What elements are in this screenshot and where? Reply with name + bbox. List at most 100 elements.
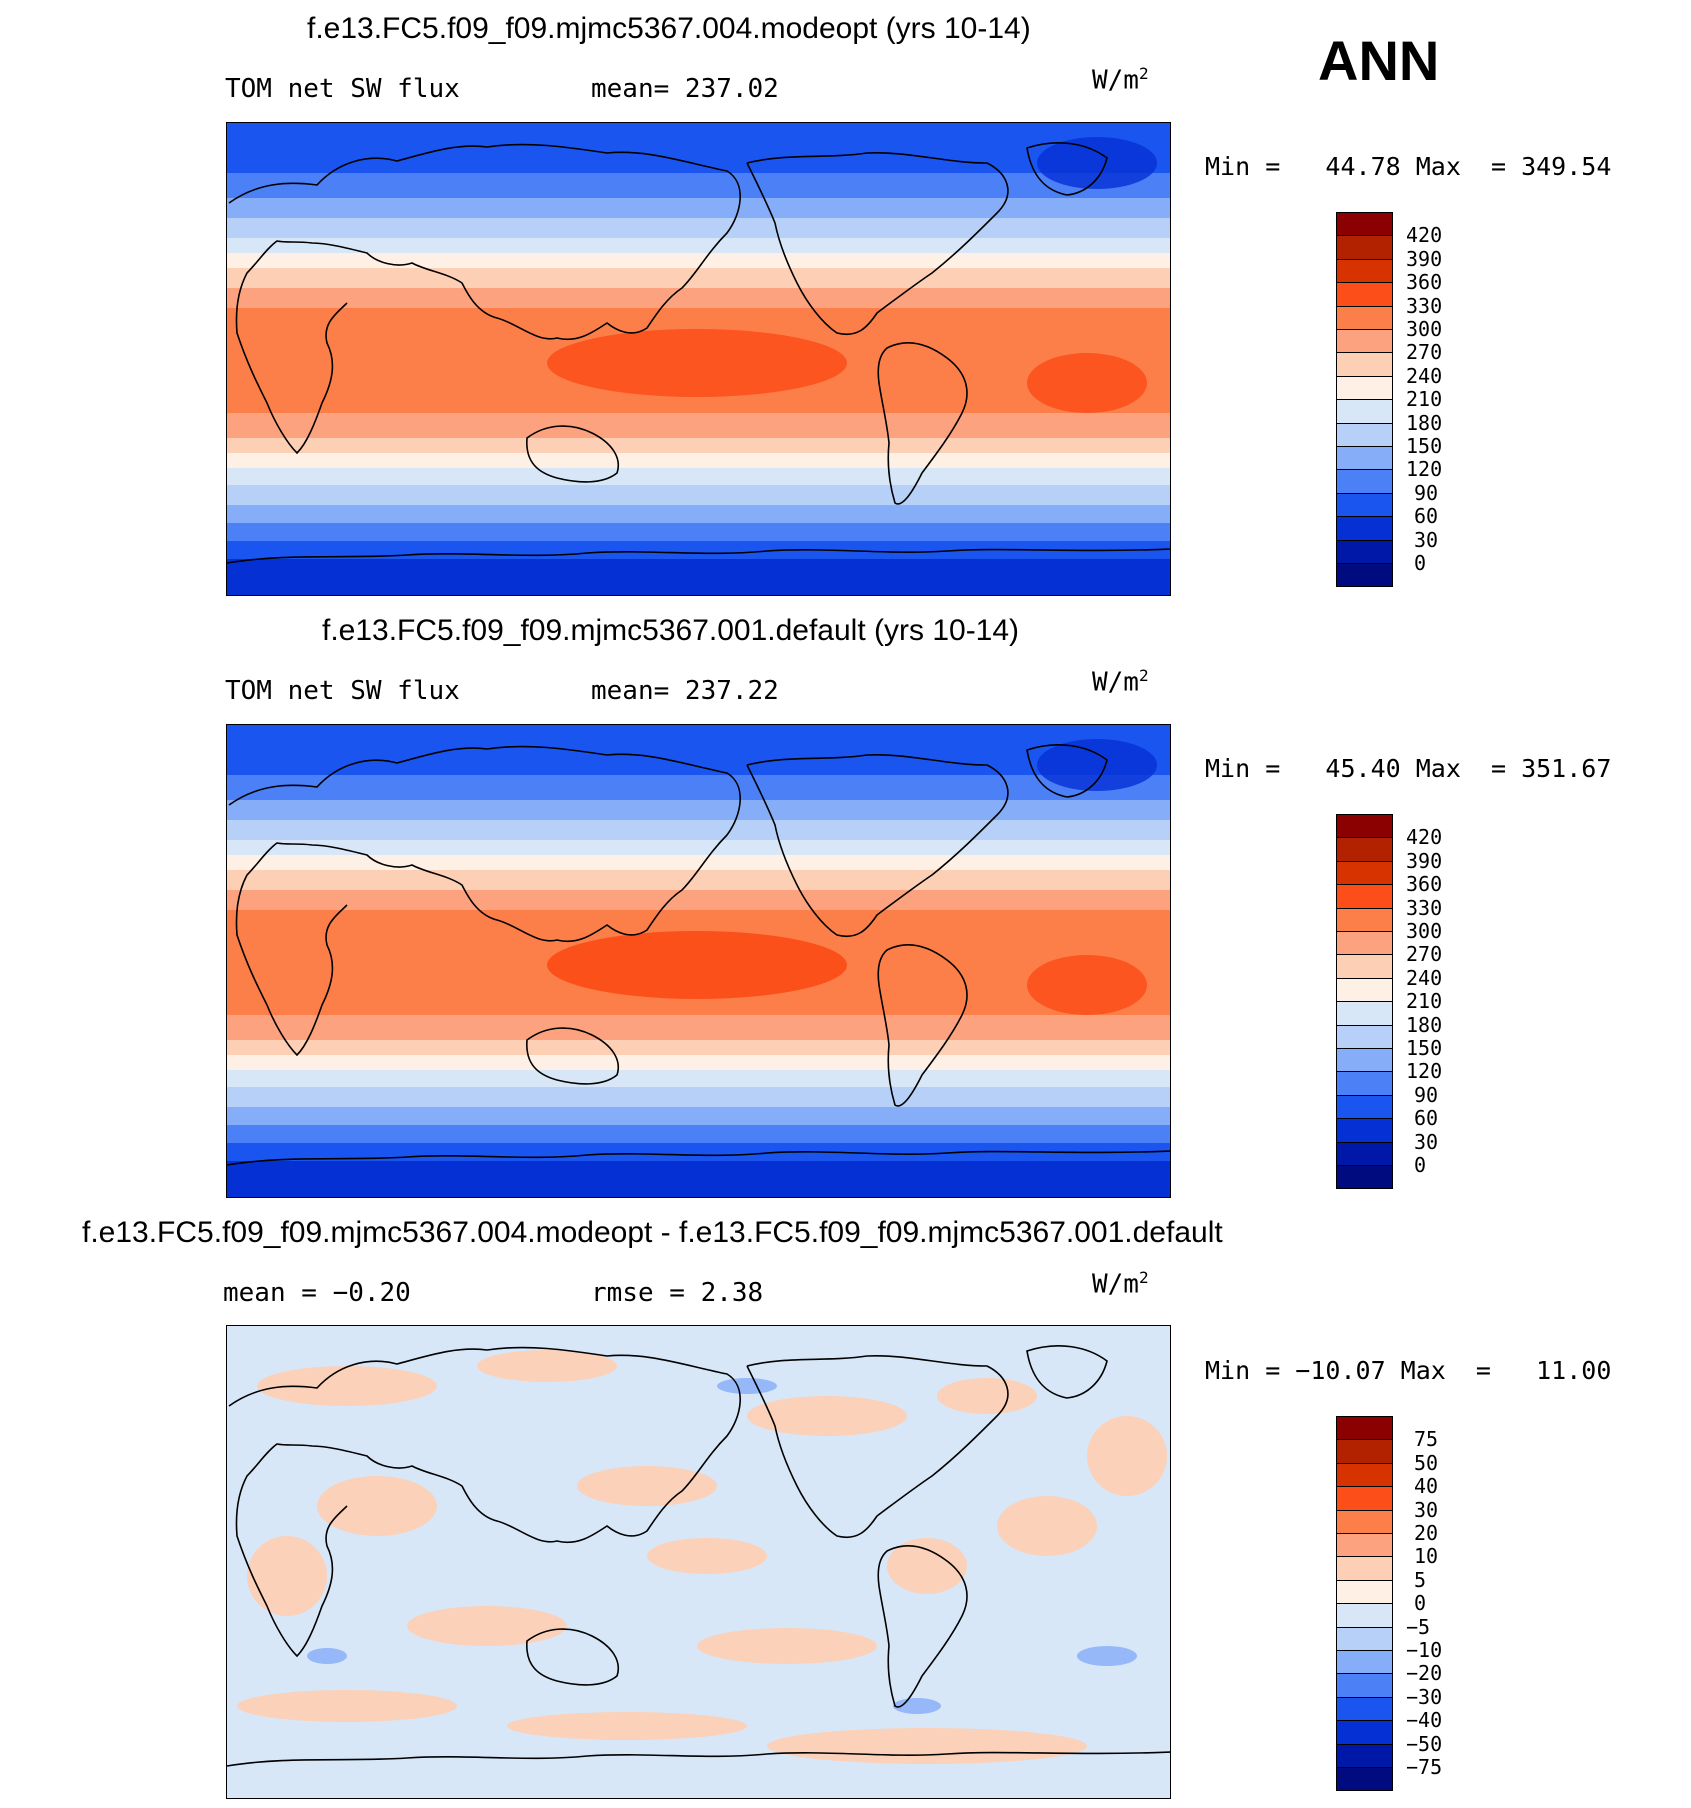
colorbar-tick-label: 420: [1406, 825, 1443, 850]
colorbar-swatch: [1336, 212, 1393, 237]
colorbar-tick-label: 30: [1414, 1497, 1439, 1522]
panel-2-title: f.e13.FC5.f09_f09.mjmc5367.001.default (…: [322, 614, 1020, 647]
colorbar-tick-label: −5: [1406, 1614, 1431, 1639]
colorbar-swatch: [1336, 399, 1393, 424]
colorbar-swatch: [1336, 1650, 1393, 1675]
colorbar-swatch: [1336, 1024, 1393, 1049]
colorbar-tick-label: 30: [1414, 527, 1439, 552]
colorbar-swatch: [1336, 1071, 1393, 1096]
colorbar-tick-label: −20: [1406, 1661, 1443, 1686]
colorbar-tick-label: −75: [1406, 1755, 1443, 1779]
colorbar-swatch: [1336, 282, 1393, 307]
colorbar-tick-label: 0: [1414, 1591, 1427, 1616]
panel-1-units: W/m2: [1092, 64, 1149, 96]
panel-1-colorbar: 420 390 360 330 300 270 240 210 180 150 120 90 60 30 0: [1336, 212, 1456, 588]
colorbar-swatch: [1336, 907, 1393, 932]
colorbar-swatch: [1336, 352, 1393, 377]
colorbar-tick-label: 210: [1406, 989, 1443, 1014]
colorbar-swatch: [1336, 329, 1393, 354]
colorbar-swatch: [1336, 1001, 1393, 1026]
colorbar-swatch: [1336, 1696, 1393, 1722]
colorbar-swatch: [1336, 258, 1393, 284]
colorbar-swatch: [1336, 1141, 1393, 1166]
colorbar-tick-label: 360: [1406, 270, 1443, 295]
colorbar-swatch: [1336, 1743, 1393, 1768]
panel-3-map: [226, 1325, 1171, 1799]
colorbar-swatch: [1336, 235, 1393, 260]
colorbar-tick-label: 390: [1406, 848, 1443, 873]
colorbar-swatch: [1336, 1094, 1393, 1120]
colorbar-tick-label: 30: [1414, 1129, 1439, 1154]
colorbar-swatch: [1336, 1626, 1393, 1651]
colorbar-tick-label: 5: [1414, 1567, 1427, 1592]
colorbar-swatch: [1336, 1720, 1393, 1745]
colorbar-tick-label: 270: [1406, 942, 1443, 967]
panel-3-title: f.e13.FC5.f09_f09.mjmc5367.004.modeopt -…: [82, 1216, 1223, 1249]
colorbar-tick-label: 0: [1414, 551, 1427, 575]
colorbar-tick-label: 40: [1414, 1474, 1439, 1499]
colorbar-tick-label: 330: [1406, 293, 1443, 318]
season-label: ANN: [1318, 29, 1440, 92]
panel-3-rmse-label: rmse = 2.38: [591, 1278, 764, 1308]
colorbar-tick-label: 0: [1414, 1153, 1427, 1177]
colorbar-tick-label: 150: [1406, 434, 1443, 458]
panel-2-mean-label: mean= 237.22: [591, 676, 779, 706]
colorbar-tick-label: 180: [1406, 1012, 1443, 1037]
panel-1-variable-label: TOM net SW flux: [225, 74, 460, 104]
colorbar-tick-label: 120: [1406, 457, 1443, 482]
colorbar-tick-label: 60: [1414, 1106, 1439, 1131]
colorbar-tick-label: 150: [1406, 1036, 1443, 1060]
colorbar-tick-label: 300: [1406, 317, 1443, 341]
colorbar-tick-label: −10: [1406, 1638, 1443, 1662]
colorbar-swatch: [1336, 1416, 1393, 1441]
colorbar-swatch: [1336, 1439, 1393, 1464]
colorbar-tick-label: 90: [1414, 480, 1439, 505]
colorbar-tick-label: 330: [1406, 895, 1443, 920]
panel-2-units: W/m2: [1092, 666, 1149, 698]
colorbar-tick-label: 120: [1406, 1059, 1443, 1084]
colorbar-tick-label: −40: [1406, 1708, 1443, 1733]
colorbar-tick-label: 420: [1406, 223, 1443, 248]
panel-2-colorbar: 420 390 360 330 300 270 240 210 180 150 120 90 60 30 0: [1336, 814, 1456, 1190]
colorbar-tick-label: 20: [1414, 1521, 1439, 1545]
panel-3-min-max: Min = −10.07 Max = 11.00: [1205, 1356, 1612, 1385]
colorbar-tick-label: 240: [1406, 363, 1443, 388]
colorbar-swatch: [1336, 1673, 1393, 1698]
colorbar-tick-label: 75: [1414, 1427, 1439, 1452]
panel-3-mean-label: mean = −0.20: [223, 1278, 411, 1308]
colorbar-swatch: [1336, 1767, 1393, 1792]
colorbar-swatch: [1336, 539, 1393, 564]
colorbar-swatch: [1336, 1165, 1393, 1190]
colorbar-tick-label: 300: [1406, 919, 1443, 943]
colorbar-swatch: [1336, 446, 1393, 471]
panel-1-map: [226, 122, 1171, 596]
colorbar-tick-label: 240: [1406, 965, 1443, 990]
colorbar-swatch: [1336, 814, 1393, 839]
panel-3-units: W/m2: [1092, 1268, 1149, 1300]
colorbar-swatch: [1336, 860, 1393, 886]
colorbar-swatch: [1336, 375, 1393, 401]
colorbar-tick-label: 10: [1414, 1544, 1439, 1569]
colorbar-tick-label: 50: [1414, 1450, 1439, 1475]
colorbar-swatch: [1336, 884, 1393, 909]
panel-1-title: f.e13.FC5.f09_f09.mjmc5367.004.modeopt (…: [307, 12, 1031, 45]
colorbar-swatch: [1336, 977, 1393, 1003]
colorbar-swatch: [1336, 1486, 1393, 1511]
colorbar-swatch: [1336, 1509, 1393, 1534]
colorbar-tick-label: −50: [1406, 1731, 1443, 1756]
colorbar-swatch: [1336, 954, 1393, 979]
colorbar-swatch: [1336, 1579, 1393, 1605]
panel-1-mean-label: mean= 237.02: [591, 74, 779, 104]
colorbar-tick-label: 90: [1414, 1082, 1439, 1107]
panel-2-variable-label: TOM net SW flux: [225, 676, 460, 706]
colorbar-swatch: [1336, 563, 1393, 588]
panel-1-min-max: Min = 44.78 Max = 349.54: [1205, 152, 1612, 181]
colorbar-swatch: [1336, 516, 1393, 541]
colorbar-swatch: [1336, 931, 1393, 956]
colorbar-tick-label: 270: [1406, 340, 1443, 365]
colorbar-tick-label: −30: [1406, 1684, 1443, 1709]
panel-2-map: [226, 724, 1171, 1198]
colorbar-swatch: [1336, 1118, 1393, 1143]
panel-2-min-max: Min = 45.40 Max = 351.67: [1205, 754, 1612, 783]
colorbar-swatch: [1336, 1462, 1393, 1488]
